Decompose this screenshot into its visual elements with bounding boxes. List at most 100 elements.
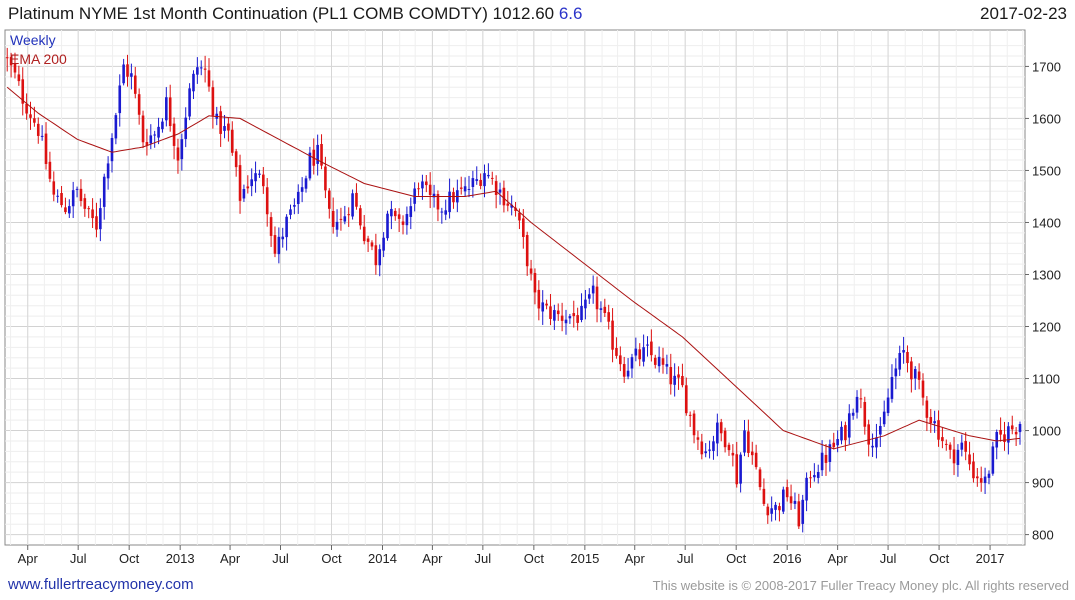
candle-body — [1010, 425, 1014, 430]
candle-body — [168, 97, 172, 127]
y-tick-label: 1300 — [1032, 267, 1061, 282]
candle-body — [29, 114, 32, 118]
candle-body — [487, 174, 490, 177]
candle-body — [219, 111, 222, 134]
candle-body — [983, 476, 987, 484]
candle-body — [130, 73, 133, 77]
candle-body — [859, 398, 863, 400]
x-tick-label: Apr — [625, 551, 646, 566]
candle-body — [622, 364, 626, 377]
candle-body — [83, 198, 87, 209]
candle-body — [390, 208, 393, 217]
candle-body — [626, 370, 630, 377]
candle-body — [118, 85, 122, 114]
candle-body — [343, 216, 347, 222]
candle-body — [820, 452, 824, 471]
candle-body — [844, 425, 847, 441]
candle-body — [906, 351, 909, 364]
candle-body — [203, 68, 207, 70]
footer-website-link[interactable]: www.fullertreacymoney.com — [8, 576, 194, 593]
candle-body — [386, 213, 389, 239]
candle-body — [300, 187, 304, 192]
candle-body — [735, 454, 739, 485]
candle-body — [397, 214, 401, 219]
candle-body — [161, 121, 164, 130]
y-tick-label: 800 — [1032, 528, 1054, 543]
legend-ema-200: EMA 200 — [10, 51, 67, 67]
y-tick-label: 1600 — [1032, 111, 1061, 126]
candle-body — [227, 123, 230, 131]
candle-body — [902, 350, 905, 353]
candle-body — [611, 320, 614, 350]
candle-body — [832, 442, 836, 448]
candle-body — [545, 303, 548, 306]
candle-body — [382, 237, 385, 251]
candle-body — [401, 221, 405, 225]
candle-body — [514, 207, 517, 211]
candle-body — [723, 430, 727, 448]
candle-body — [572, 313, 576, 317]
candle-body — [293, 205, 296, 207]
x-tick-label: Apr — [828, 551, 849, 566]
candle-body — [316, 144, 319, 164]
candle-body — [968, 454, 971, 465]
candle-body — [71, 190, 75, 207]
x-tick-label: Apr — [220, 551, 241, 566]
candle-body — [731, 452, 735, 456]
candle-body — [506, 203, 510, 206]
candle-body — [921, 380, 925, 398]
candle-body — [894, 368, 898, 377]
candle-body — [754, 452, 758, 468]
candle-body — [327, 190, 331, 209]
candle-body — [917, 371, 921, 380]
candle-body — [188, 88, 191, 117]
candle-body — [867, 424, 870, 445]
y-tick-label: 1000 — [1032, 424, 1061, 439]
candle-body — [925, 400, 929, 418]
candle-body — [211, 87, 215, 116]
candle-body — [758, 469, 762, 488]
candle-body — [762, 488, 766, 504]
candle-body — [937, 420, 940, 440]
candle-body — [785, 487, 789, 498]
x-tick-label: Jul — [272, 551, 289, 566]
candle-body — [541, 302, 545, 312]
candle-body — [564, 319, 568, 324]
candle-body — [459, 187, 463, 189]
candle-body — [638, 349, 642, 360]
candle-body — [556, 310, 560, 315]
candle-body — [440, 211, 444, 213]
candle-body — [661, 358, 665, 365]
y-tick-label: 1700 — [1032, 59, 1061, 74]
candle-body — [828, 444, 832, 462]
candle-body — [824, 454, 828, 463]
candle-body — [704, 451, 707, 454]
candle-body — [444, 210, 448, 215]
candle-body — [587, 294, 591, 299]
candle-body — [5, 57, 9, 59]
candle-body — [250, 179, 253, 187]
candle-body — [681, 376, 684, 386]
candle-body — [359, 208, 362, 226]
candle-body — [700, 441, 704, 455]
candle-body — [347, 214, 350, 216]
candle-body — [9, 56, 13, 66]
y-tick-label: 1100 — [1032, 372, 1060, 387]
candle-body — [448, 191, 451, 213]
grid-layer — [5, 30, 1025, 545]
candle-body — [696, 437, 700, 440]
candle-body — [122, 64, 125, 84]
chart-title: Platinum NYME 1st Month Continuation (PL… — [8, 4, 582, 24]
candle-body — [304, 178, 308, 189]
candle-body — [296, 191, 300, 204]
x-tick-label: Jul — [475, 551, 492, 566]
candle-body — [964, 441, 967, 452]
candle-body — [669, 367, 673, 385]
candle-body — [331, 210, 335, 227]
candle-body — [603, 306, 607, 314]
candle-body — [549, 306, 552, 319]
candle-body — [716, 422, 719, 444]
candle-body — [87, 208, 91, 210]
candle-body — [719, 422, 723, 434]
candle-body — [378, 249, 382, 266]
